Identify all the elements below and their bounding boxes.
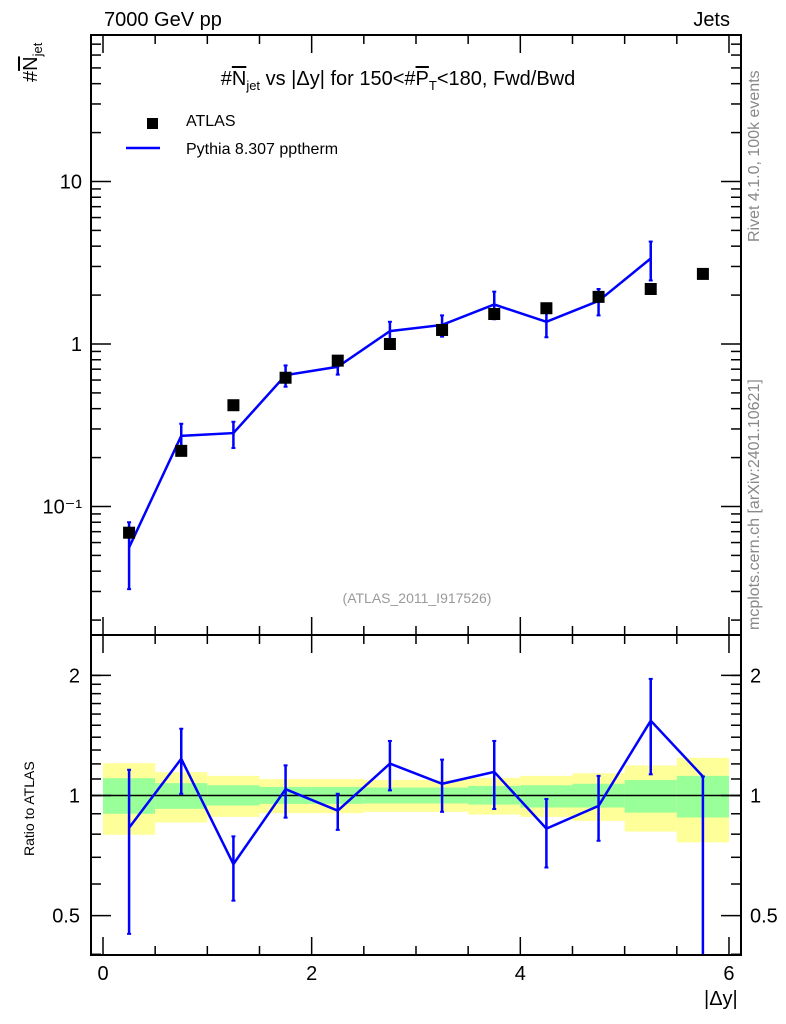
header-right: Jets bbox=[693, 9, 730, 31]
atlas-data-point bbox=[696, 267, 709, 280]
x-tick-label: 2 bbox=[306, 963, 317, 985]
atlas-data-point bbox=[488, 307, 501, 320]
title-part: P bbox=[415, 68, 429, 90]
chart-title: #Njet vs |Δy| for 150<#PT<180, Fwd/Bwd bbox=[0, 68, 786, 93]
title-part: N bbox=[231, 68, 247, 90]
ylabel-part: jet bbox=[30, 42, 45, 57]
uncertainty-band-green bbox=[520, 785, 573, 808]
x-tick-label: 6 bbox=[723, 963, 734, 985]
y-tick-label: 10⁻¹ bbox=[43, 497, 83, 519]
ratio-y-tick-label-right: 0.5 bbox=[750, 906, 778, 928]
title-part: jet bbox=[246, 78, 261, 93]
x-tick-label: 4 bbox=[515, 963, 526, 985]
header-left: 7000 GeV pp bbox=[104, 9, 222, 31]
analysis-watermark: (ATLAS_2011_I917526) bbox=[342, 590, 492, 606]
title-part: vs |Δy| for 150<# bbox=[260, 68, 416, 90]
ylabel-part: # bbox=[20, 70, 42, 82]
atlas-data-point bbox=[279, 371, 292, 384]
ratio-line bbox=[128, 718, 704, 867]
title-part: <180, Fwd/Bwd bbox=[436, 68, 576, 90]
atlas-data-point bbox=[644, 283, 657, 296]
y-tick-label: 10 bbox=[60, 172, 82, 194]
uncertainty-band-green bbox=[624, 779, 677, 813]
atlas-data-point bbox=[175, 444, 188, 457]
atlas-data-point bbox=[592, 290, 605, 303]
atlas-data-point bbox=[540, 302, 553, 315]
ratio-y-axis-label: Ratio to ATLAS bbox=[21, 761, 37, 856]
ratio-y-tick-label-right: 2 bbox=[750, 665, 761, 687]
title-part: T bbox=[428, 78, 437, 93]
ratio-y-tick-label: 0.5 bbox=[52, 906, 80, 928]
x-tick-label: 0 bbox=[97, 963, 108, 985]
atlas-data-point bbox=[123, 526, 136, 539]
legend-label-atlas: ATLAS bbox=[186, 113, 236, 130]
atlas-data-point bbox=[227, 399, 240, 412]
atlas-data-point bbox=[383, 338, 396, 350]
x-axis-label: |Δy| bbox=[704, 988, 738, 1010]
rivet-label: Rivet 4.1.0, 100k events bbox=[746, 70, 763, 242]
legend-marker-atlas bbox=[147, 118, 158, 129]
atlas-data-point bbox=[436, 323, 449, 336]
mc-line bbox=[127, 257, 652, 548]
legend-label-pythia: Pythia 8.307 pptherm bbox=[186, 141, 339, 158]
y-axis-label: #Njet bbox=[20, 43, 45, 82]
ratio-y-tick-label: 1 bbox=[69, 786, 80, 808]
atlas-data-point bbox=[331, 354, 344, 367]
ratio-y-tick-label-right: 1 bbox=[750, 786, 761, 808]
ylabel-part: N bbox=[20, 56, 42, 71]
ratio-y-tick-label: 2 bbox=[69, 665, 80, 687]
y-tick-label: 1 bbox=[71, 334, 82, 356]
title-part: # bbox=[220, 68, 232, 90]
